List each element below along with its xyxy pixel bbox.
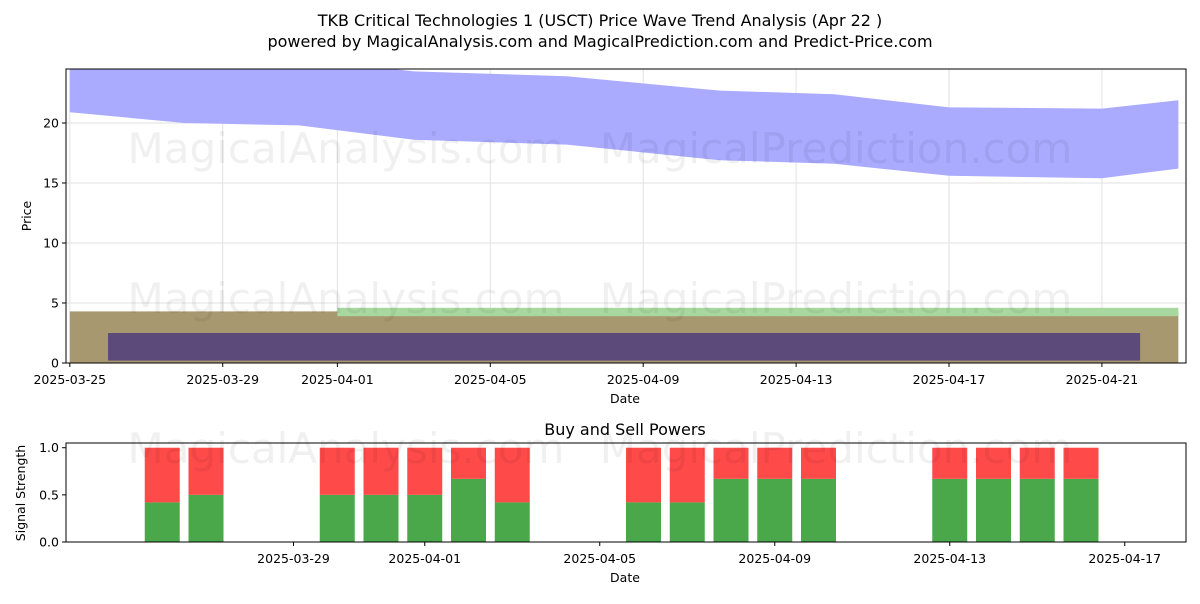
watermark-analysis-top: MagicalAnalysis.com [128,124,565,173]
buy-power-bar [451,478,486,542]
signal-x-tick-label-4: 2025-04-13 [913,551,986,566]
price-ticks: 0 5 10 15 20 2025-03-25 2025-03-29 2025-04-01 20… [33,116,1138,388]
sell-power-bar [188,447,224,495]
buy-power-bar [407,494,443,542]
signal-panel: Buy and Sell Powers MagicalAnalysis.com … [13,420,1187,585]
buy-power-bar [188,494,224,542]
signal-x-tick-label-5: 2025-04-17 [1088,551,1161,566]
price-x-tick-label-0: 2025-03-25 [33,372,106,387]
buy-power-bar [932,478,968,542]
buy-power-bar [757,478,793,542]
signal-ticks: 0.0 0.5 1.0 2025-03-29 2025-04-01 2025-04-05 2… [39,440,1161,566]
buy-power-bar [363,494,399,542]
price-y-tick-label-0: 0 [51,356,59,371]
sell-power-bar [932,447,968,479]
sell-power-bar [757,447,793,479]
signal-bars [144,447,1099,542]
price-bands [69,69,1179,363]
price-x-tick-label-4: 2025-04-09 [607,372,680,387]
price-x-tick-label-6: 2025-04-17 [913,372,986,387]
price-y-tick-label-4: 20 [43,116,59,131]
signal-x-tick-label-1: 2025-04-01 [388,551,461,566]
price-y-axis-label: Price [19,200,34,231]
buy-power-bar [976,478,1011,542]
buy-power-bar [669,502,705,542]
watermark-prediction-bottom: MagicalPrediction.com [600,424,1073,473]
signal-y-tick-label-2: 1.0 [39,440,59,455]
buy-power-bar [1019,478,1055,542]
lower-band-inner [108,333,1141,361]
signal-x-axis-label: Date [610,570,640,585]
lower-band-green [337,307,1179,317]
sell-power-bar [451,447,486,479]
watermark-prediction-top: MagicalPrediction.com [600,124,1073,173]
buy-power-bar [713,478,749,542]
upper-price-band [69,69,1179,179]
signal-y-axis-label: Signal Strength [13,445,28,541]
sell-power-bar [1019,447,1055,479]
signal-x-tick-label-0: 2025-03-29 [257,551,330,566]
price-x-axis-label: Date [610,391,640,406]
sell-power-bar [801,447,836,479]
buy-power-bar [801,478,836,542]
signal-x-tick-label-2: 2025-04-05 [563,551,636,566]
sell-power-bar [669,447,705,503]
price-x-tick-label-1: 2025-03-29 [186,372,259,387]
buy-power-bar [144,502,180,542]
buy-power-bar [1063,478,1099,542]
chart-title: TKB Critical Technologies 1 (USCT) Price… [317,11,883,30]
signal-chart-title: Buy and Sell Powers [544,420,706,439]
price-y-tick-label-2: 10 [43,236,59,251]
signal-x-tick-label-3: 2025-04-09 [738,551,811,566]
price-plot-frame [65,68,1187,364]
price-x-tick-label-2: 2025-04-01 [301,372,374,387]
buy-power-bar [626,502,661,542]
price-y-tick-label-3: 15 [43,176,59,191]
sell-power-bar [407,447,443,495]
chart-subtitle: powered by MagicalAnalysis.com and Magic… [267,32,932,51]
watermark-analysis-bottom: MagicalAnalysis.com [128,424,565,473]
price-watermarks: MagicalAnalysis.com MagicalPrediction.co… [128,124,1073,323]
buy-power-bar [319,494,355,542]
sell-power-bar [363,447,399,495]
watermark-analysis-mid: MagicalAnalysis.com [128,274,565,323]
signal-y-tick-label-1: 0.5 [39,487,59,502]
price-x-tick-label-7: 2025-04-21 [1066,372,1139,387]
signal-watermarks: MagicalAnalysis.com MagicalPrediction.co… [128,424,1073,473]
price-panel: MagicalAnalysis.com MagicalPrediction.co… [19,68,1187,406]
sell-power-bar [713,447,749,479]
buy-power-bar [494,502,530,542]
sell-power-bar [319,447,355,495]
signal-plot-frame [65,442,1187,543]
sell-power-bar [494,447,530,503]
price-x-tick-label-5: 2025-04-13 [760,372,833,387]
signal-y-tick-label-0: 0.0 [39,535,59,550]
price-x-tick-label-3: 2025-04-05 [454,372,527,387]
sell-power-bar [144,447,180,503]
sell-power-bar [1063,447,1099,479]
sell-power-bar [626,447,661,503]
watermark-prediction-mid: MagicalPrediction.com [600,274,1073,323]
price-y-tick-label-1: 5 [51,296,59,311]
sell-power-bar [976,447,1011,479]
